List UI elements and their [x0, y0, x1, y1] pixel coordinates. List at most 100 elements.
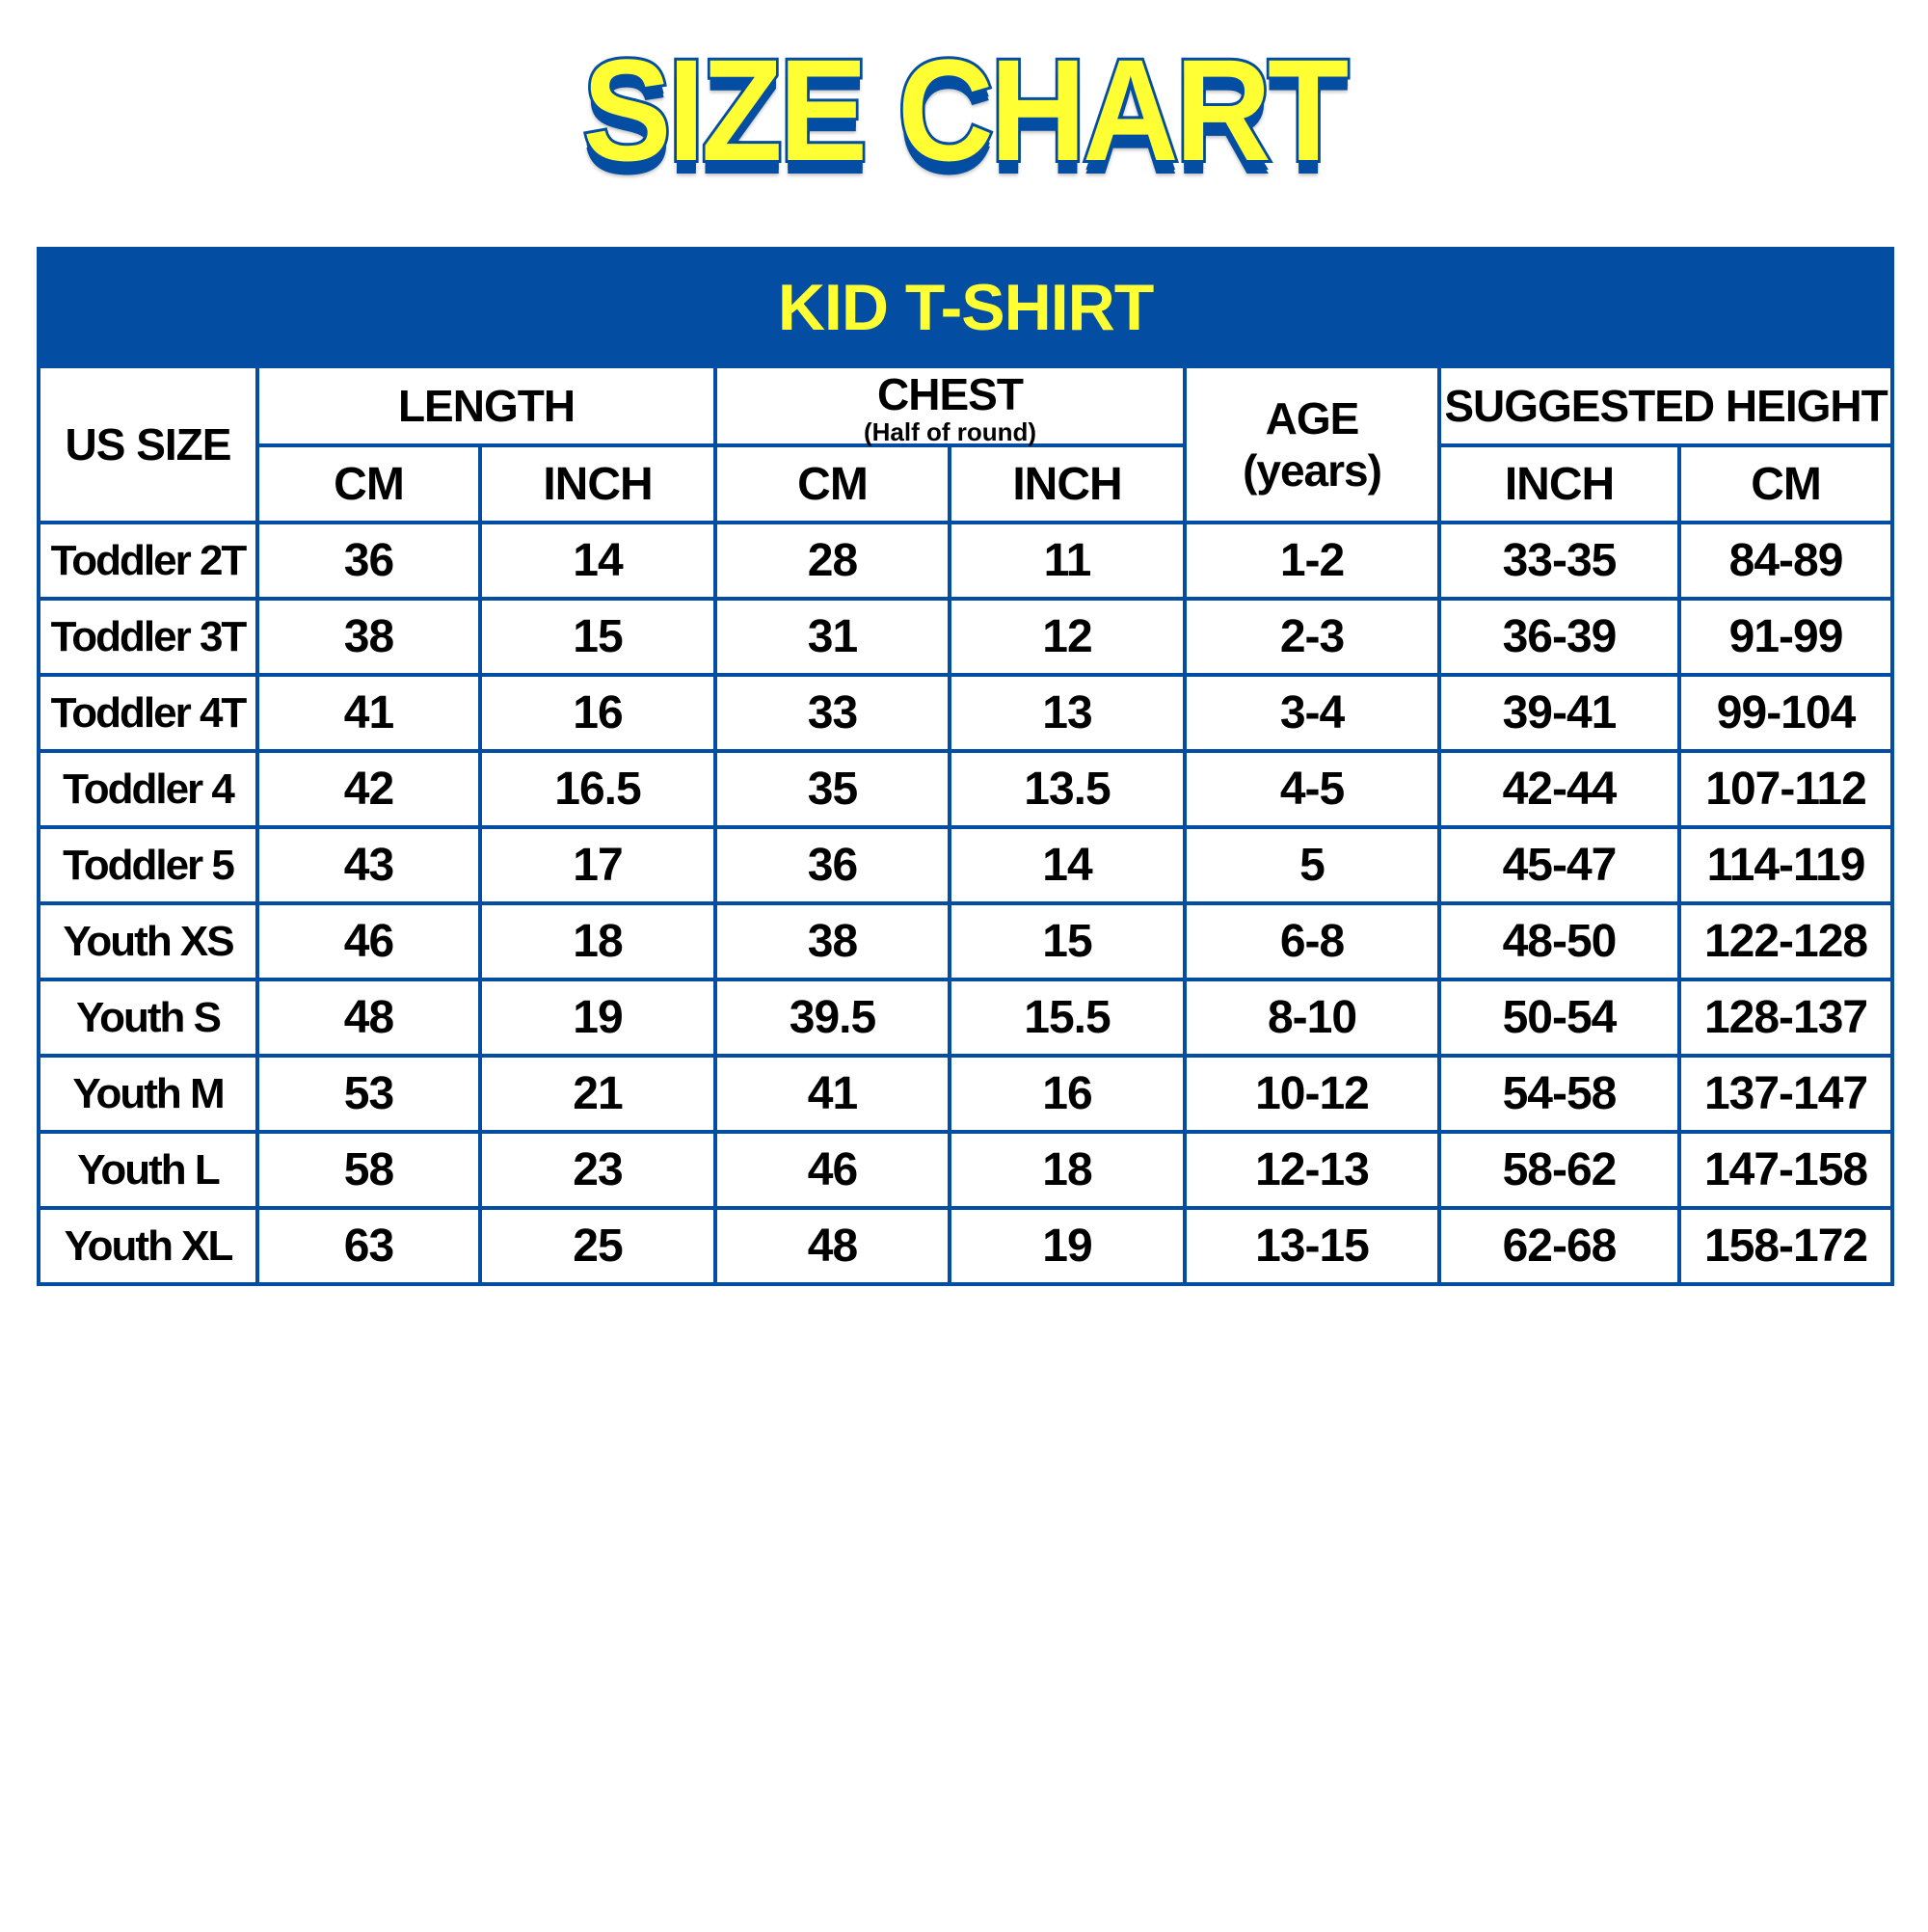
- cell-chest-inch: 15: [948, 901, 1187, 981]
- header-length-inch: INCH: [478, 443, 717, 524]
- cell-chest-inch: 14: [948, 825, 1187, 905]
- table-row: Toddler 5 43 17 36 14 5 45-47 114-119: [37, 825, 1895, 905]
- cell-length-inch: 25: [478, 1206, 717, 1286]
- size-chart-title: SIZE CHART: [580, 26, 1352, 194]
- age-label: AGE: [1265, 393, 1360, 443]
- cell-length-cm: 36: [255, 521, 482, 601]
- cell-height-inch: 42-44: [1437, 749, 1681, 829]
- cell-height-cm: 122-128: [1676, 901, 1895, 981]
- table-row: Youth XS 46 18 38 15 6-8 48-50 122-128: [37, 901, 1895, 981]
- cell-length-inch: 16.5: [478, 749, 717, 829]
- cell-height-inch: 50-54: [1437, 978, 1681, 1058]
- cell-size: Toddler 2T: [37, 521, 259, 601]
- cell-chest-cm: 31: [713, 597, 951, 677]
- cell-chest-inch: 15.5: [948, 978, 1187, 1058]
- cell-height-cm: 91-99: [1676, 597, 1895, 677]
- cell-length-cm: 63: [255, 1206, 482, 1286]
- table-title: KID T-SHIRT: [36, 247, 1895, 368]
- cell-chest-cm: 28: [713, 521, 951, 601]
- cell-length-cm: 53: [255, 1054, 482, 1134]
- cell-chest-cm: 41: [713, 1054, 951, 1134]
- cell-height-inch: 54-58: [1437, 1054, 1681, 1134]
- cell-age: 3-4: [1183, 673, 1441, 753]
- age-unit: (years): [1243, 445, 1382, 496]
- cell-chest-cm: 36: [713, 825, 951, 905]
- cell-size: Toddler 4T: [37, 673, 259, 753]
- cell-length-inch: 17: [478, 825, 717, 905]
- cell-chest-inch: 12: [948, 597, 1187, 677]
- table-row: Toddler 3T 38 15 31 12 2-3 36-39 91-99: [37, 597, 1895, 677]
- cell-length-inch: 23: [478, 1130, 717, 1210]
- cell-age: 4-5: [1183, 749, 1441, 829]
- table-row: Youth XL 63 25 48 19 13-15 62-68 158-172: [37, 1206, 1895, 1286]
- cell-height-cm: 99-104: [1676, 673, 1895, 753]
- cell-chest-inch: 11: [948, 521, 1187, 601]
- cell-height-cm: 128-137: [1676, 978, 1895, 1058]
- cell-age: 1-2: [1183, 521, 1441, 601]
- cell-size: Toddler 3T: [37, 597, 259, 677]
- cell-length-inch: 15: [478, 597, 717, 677]
- cell-height-cm: 107-112: [1676, 749, 1895, 829]
- table-row: Youth L 58 23 46 18 12-13 58-62 147-158: [37, 1130, 1895, 1210]
- table-row: Youth M 53 21 41 16 10-12 54-58 137-147: [37, 1054, 1895, 1134]
- table-row: Toddler 4T 41 16 33 13 3-4 39-41 99-104: [37, 673, 1895, 753]
- cell-chest-inch: 18: [948, 1130, 1187, 1210]
- cell-size: Youth XL: [37, 1206, 259, 1286]
- header-chest-cm: CM: [713, 443, 951, 524]
- header-length-cm: CM: [255, 443, 482, 524]
- cell-length-cm: 42: [255, 749, 482, 829]
- cell-length-cm: 41: [255, 673, 482, 753]
- cell-height-inch: 33-35: [1437, 521, 1681, 601]
- chest-label: CHEST: [877, 369, 1024, 419]
- cell-length-inch: 14: [478, 521, 717, 601]
- cell-chest-cm: 39.5: [713, 978, 951, 1058]
- cell-chest-inch: 19: [948, 1206, 1187, 1286]
- cell-height-cm: 137-147: [1676, 1054, 1895, 1134]
- cell-size: Youth M: [37, 1054, 259, 1134]
- cell-height-inch: 48-50: [1437, 901, 1681, 981]
- cell-size: Toddler 4: [37, 749, 259, 829]
- header-chest: CHEST (Half of round): [713, 364, 1187, 447]
- cell-age: 12-13: [1183, 1130, 1441, 1210]
- cell-chest-inch: 13: [948, 673, 1187, 753]
- cell-size: Youth L: [37, 1130, 259, 1210]
- table-row: Toddler 2T 36 14 28 11 1-2 33-35 84-89: [37, 521, 1895, 601]
- cell-chest-cm: 38: [713, 901, 951, 981]
- cell-size: Toddler 5: [37, 825, 259, 905]
- cell-height-inch: 45-47: [1437, 825, 1681, 905]
- cell-height-cm: 114-119: [1676, 825, 1895, 905]
- cell-age: 5: [1183, 825, 1441, 905]
- cell-chest-cm: 48: [713, 1206, 951, 1286]
- cell-length-inch: 19: [478, 978, 717, 1058]
- header-chest-inch: INCH: [948, 443, 1187, 524]
- cell-length-cm: 46: [255, 901, 482, 981]
- cell-length-inch: 18: [478, 901, 717, 981]
- cell-age: 2-3: [1183, 597, 1441, 677]
- header-height-cm: CM: [1676, 443, 1895, 524]
- cell-height-cm: 147-158: [1676, 1130, 1895, 1210]
- cell-chest-cm: 33: [713, 673, 951, 753]
- cell-height-inch: 58-62: [1437, 1130, 1681, 1210]
- cell-chest-inch: 16: [948, 1054, 1187, 1134]
- cell-height-inch: 62-68: [1437, 1206, 1681, 1286]
- cell-age: 8-10: [1183, 978, 1441, 1058]
- table-row: Youth S 48 19 39.5 15.5 8-10 50-54 128-137: [37, 978, 1895, 1058]
- cell-length-cm: 38: [255, 597, 482, 677]
- chest-note: (Half of round): [863, 417, 1037, 446]
- cell-length-cm: 58: [255, 1130, 482, 1210]
- cell-chest-cm: 35: [713, 749, 951, 829]
- header-suggested-height: SUGGESTED HEIGHT: [1436, 364, 1895, 447]
- table-row: Toddler 4 42 16.5 35 13.5 4-5 42-44 107-112: [37, 749, 1895, 829]
- header-us-size: US SIZE: [37, 364, 259, 524]
- cell-size: Youth XS: [37, 901, 259, 981]
- header-length: LENGTH: [255, 364, 717, 447]
- cell-height-inch: 39-41: [1437, 673, 1681, 753]
- cell-length-inch: 16: [478, 673, 717, 753]
- cell-height-inch: 36-39: [1437, 597, 1681, 677]
- cell-height-cm: 84-89: [1676, 521, 1895, 601]
- size-table: KID T-SHIRT US SIZE LENGTH CHEST (Half of…: [36, 247, 1895, 1286]
- header-age: AGE (years): [1183, 364, 1441, 524]
- cell-length-inch: 21: [478, 1054, 717, 1134]
- header-height-inch: INCH: [1437, 443, 1681, 524]
- cell-size: Youth S: [37, 978, 259, 1058]
